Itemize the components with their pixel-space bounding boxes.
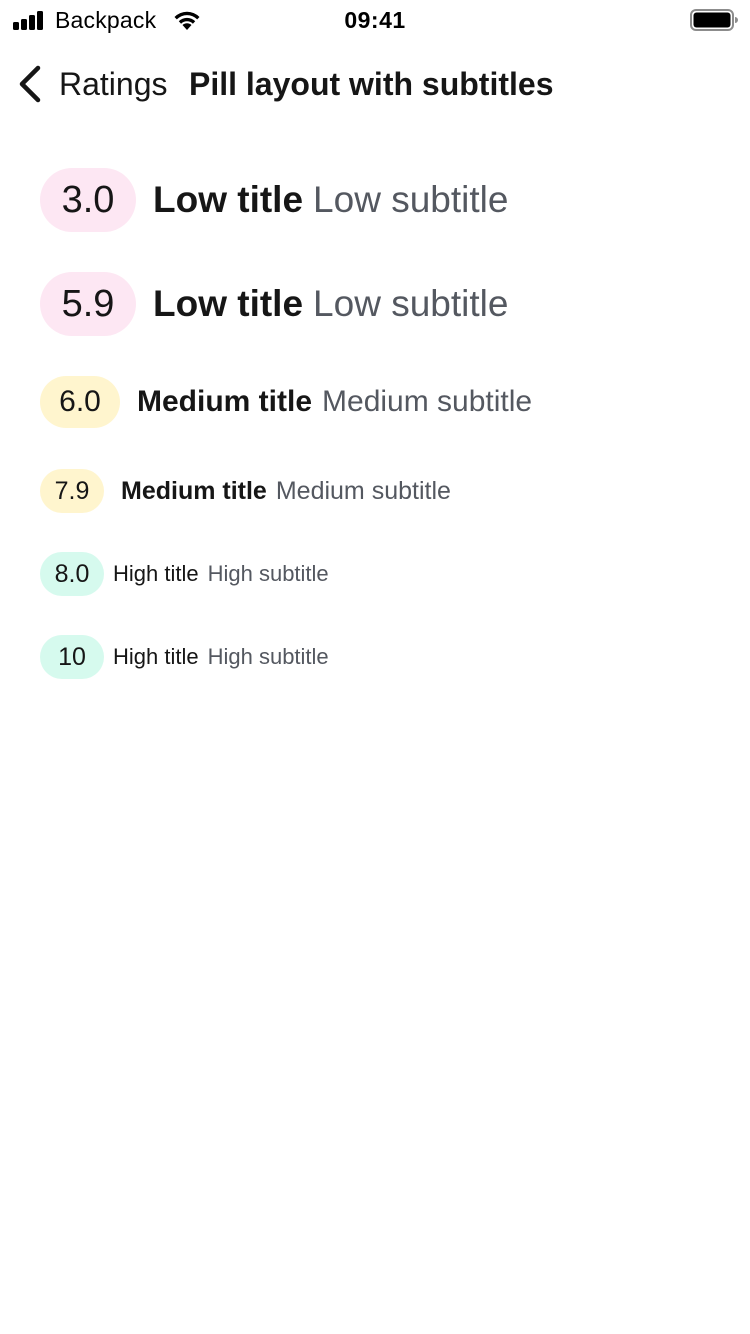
- status-time: 09:41: [344, 7, 406, 33]
- rating-row-high-1: 8.0 High title High subtitle: [40, 552, 329, 596]
- page-title: Pill layout with subtitles: [189, 66, 554, 102]
- rating-row-medium-small: 7.9 Medium title Medium subtitle: [40, 469, 451, 513]
- rating-value: 8.0: [54, 559, 90, 588]
- rating-row-low-large-1: 3.0 Low title Low subtitle: [40, 168, 508, 232]
- rating-title: Low title: [153, 283, 304, 324]
- carrier-name: Backpack: [55, 7, 157, 33]
- rating-subtitle: Low subtitle: [313, 179, 509, 220]
- rating-row-medium-base: 6.0 Medium title Medium subtitle: [40, 376, 532, 428]
- rating-title: Low title: [153, 179, 304, 220]
- rating-title: Medium title: [121, 476, 267, 505]
- cellular-signal-icon: [13, 10, 47, 30]
- rating-value: 5.9: [61, 282, 115, 325]
- wifi-icon: [174, 11, 200, 30]
- rating-pill: 8.0: [40, 552, 104, 596]
- rating-pill: 5.9: [40, 272, 136, 336]
- rating-row-high-2: 10 High title High subtitle: [40, 635, 329, 679]
- rating-value: 6.0: [59, 385, 101, 418]
- rating-title: High title: [113, 644, 199, 669]
- rating-pill: 3.0: [40, 168, 136, 232]
- battery-icon: [690, 9, 738, 31]
- rating-subtitle: Medium subtitle: [322, 385, 533, 418]
- rating-title: Medium title: [137, 385, 313, 418]
- rating-value: 3.0: [61, 178, 115, 221]
- back-button[interactable]: Ratings: [59, 66, 168, 102]
- chevron-left-icon[interactable]: [16, 64, 44, 104]
- status-bar: Backpack 09:41: [0, 0, 750, 40]
- rating-subtitle: High subtitle: [207, 561, 329, 586]
- rating-value: 7.9: [54, 476, 90, 505]
- rating-title: High title: [113, 561, 199, 586]
- rating-pill: 6.0: [40, 376, 120, 428]
- rating-pill: 10: [40, 635, 104, 679]
- rating-pill: 7.9: [40, 469, 104, 513]
- rating-value: 10: [58, 642, 86, 671]
- navigation-bar: Ratings Pill layout with subtitles: [0, 56, 750, 112]
- rating-subtitle: High subtitle: [207, 644, 329, 669]
- rating-row-low-large-2: 5.9 Low title Low subtitle: [40, 272, 508, 336]
- rating-subtitle: Medium subtitle: [275, 476, 451, 505]
- rating-subtitle: Low subtitle: [313, 283, 509, 324]
